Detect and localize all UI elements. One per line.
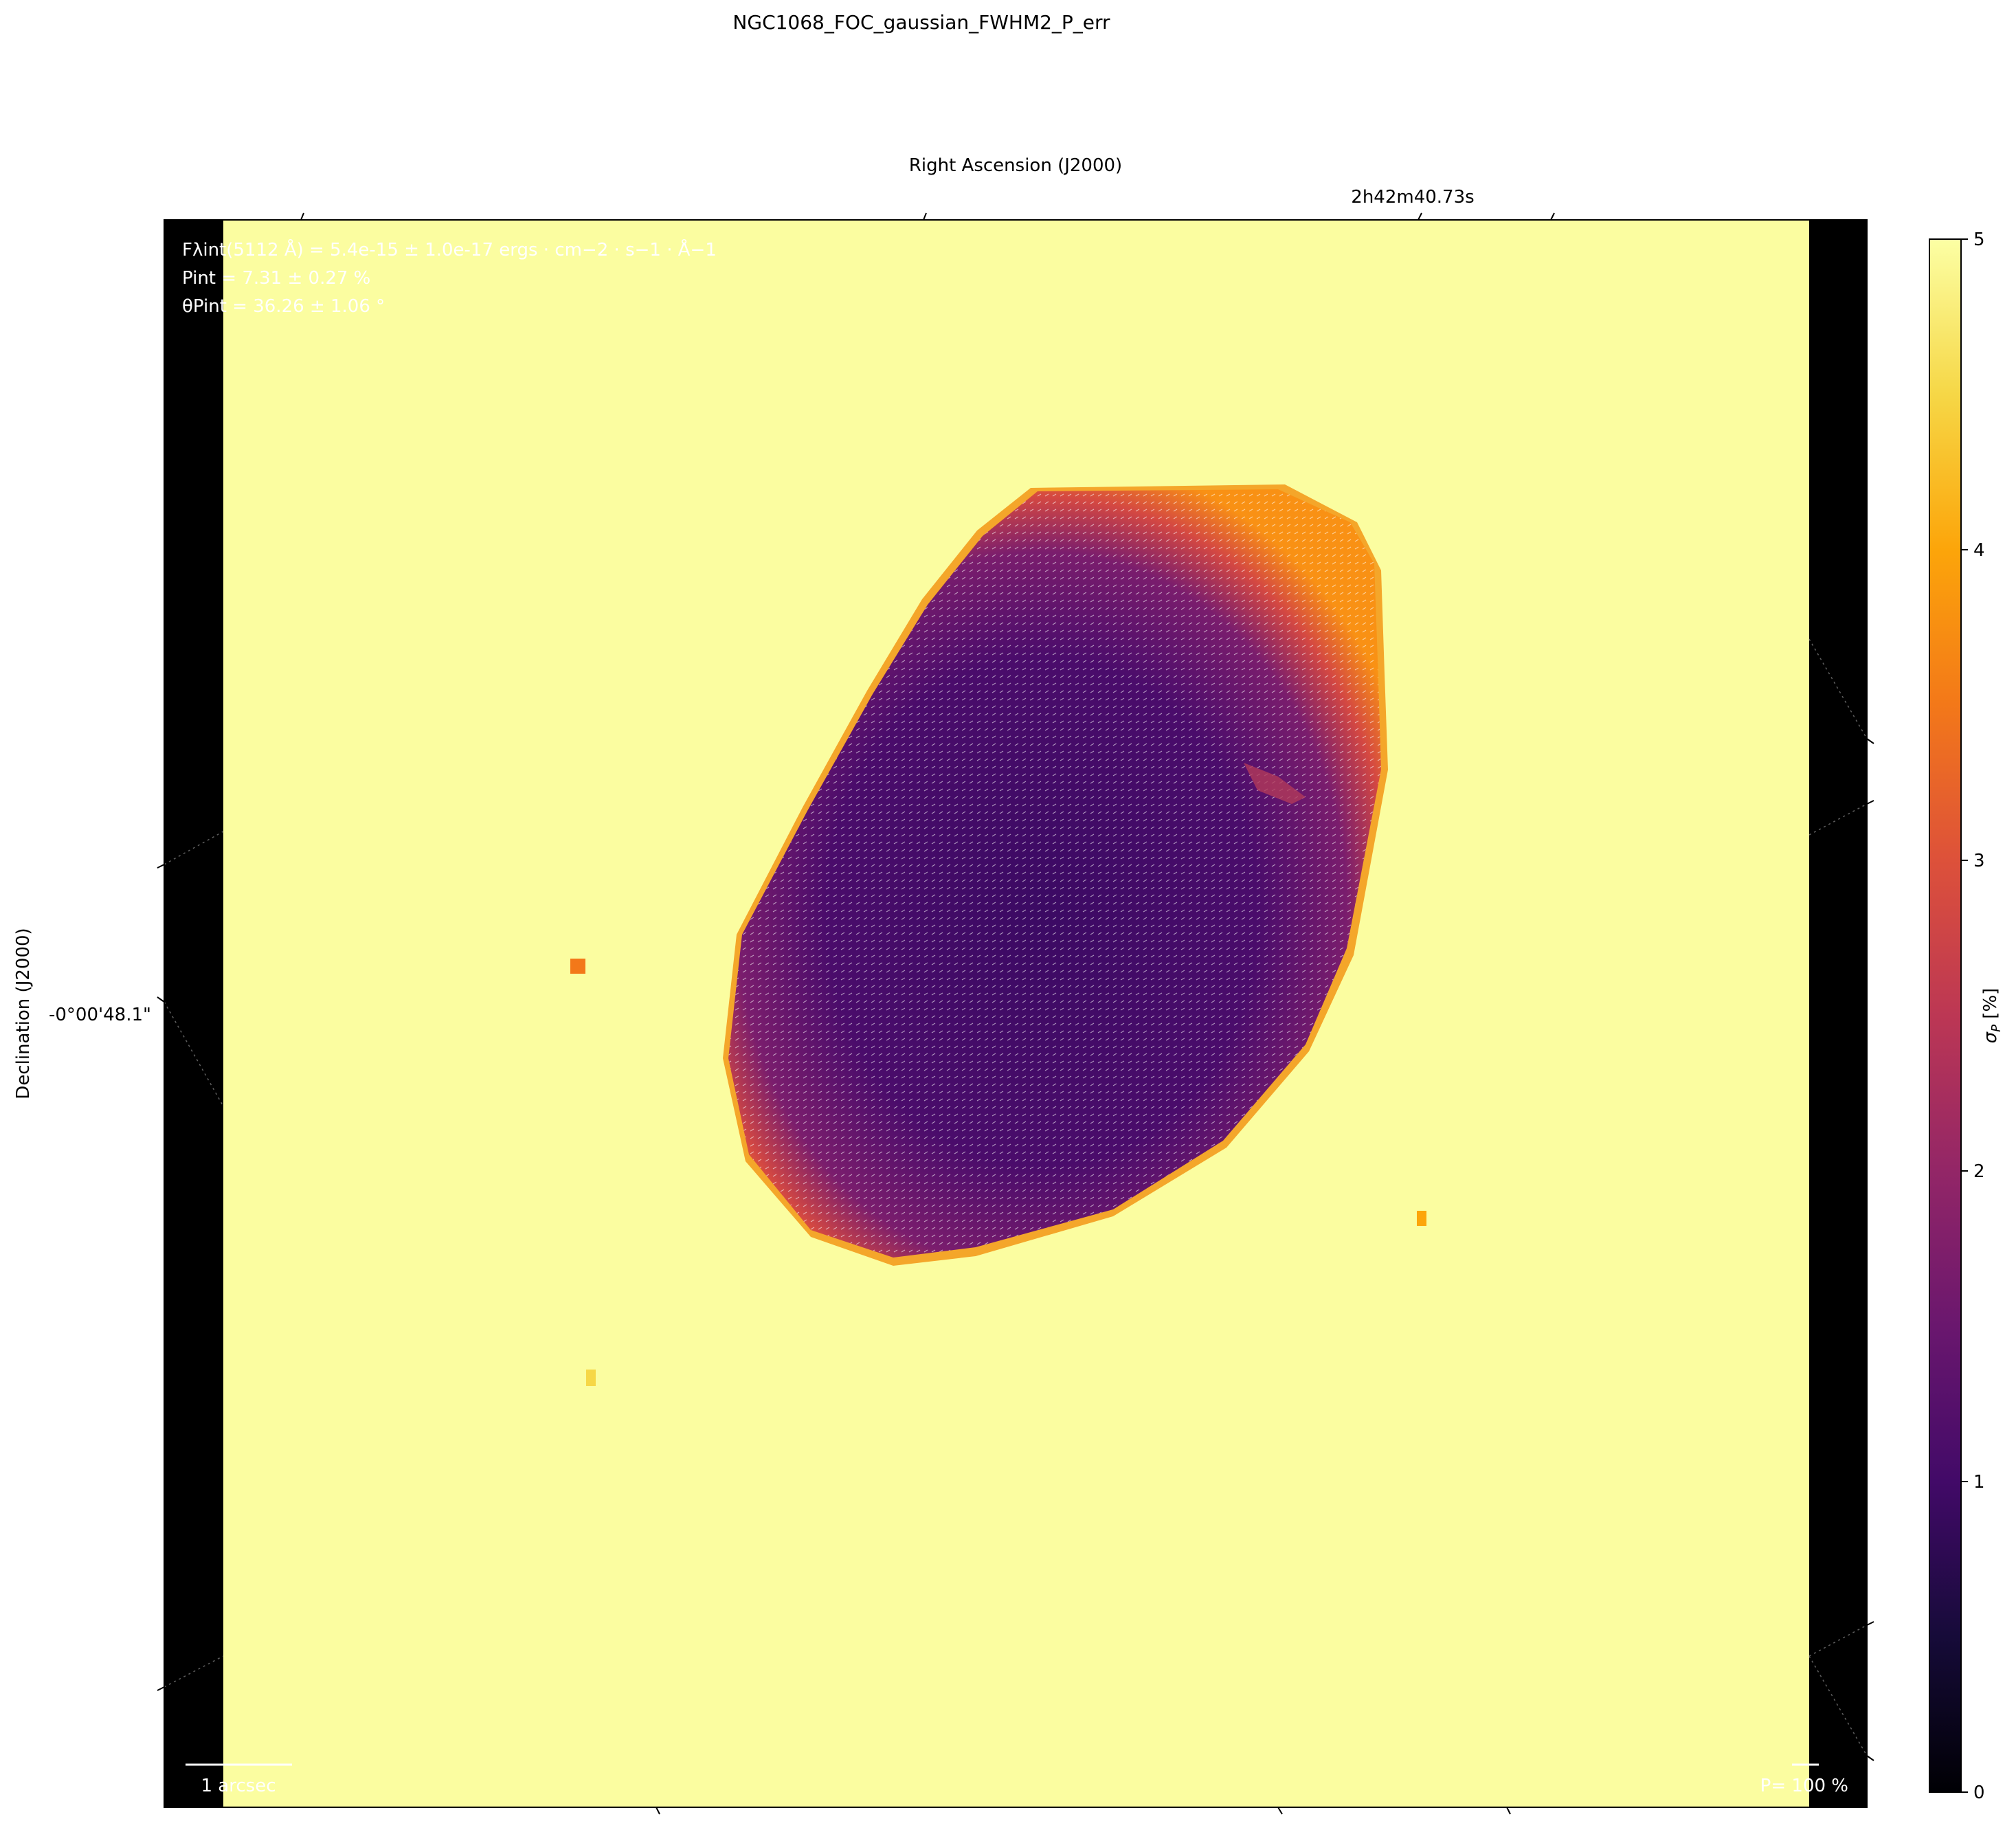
colorbar-tick-label-1: 1 (1973, 1472, 1985, 1493)
hot-pixel-1 (570, 959, 585, 974)
plot-frame (164, 219, 1868, 1808)
y-tick-label: -0°00'48.1" (49, 1005, 151, 1025)
right-border-band (1809, 220, 1867, 1807)
plot-area: Fλint(5112 Å) = 5.4e-15 ± 1.0e-17 ergs ·… (164, 220, 1867, 1807)
hot-pixel-2 (1417, 1211, 1426, 1226)
colorbar-label: σP [%] (1980, 988, 2004, 1044)
axis-ticks (157, 212, 1874, 1815)
colorbar-tick-label-4: 4 (1973, 540, 1985, 561)
colorbar-tick-label-2: 2 (1973, 1161, 1985, 1182)
annotation-polarization: Pint = 7.31 ± 0.27 % (182, 268, 370, 289)
colorbar-tick-label-5: 5 (1973, 230, 1985, 250)
chart-title: NGC1068_FOC_gaussian_FWHM2_P_err (732, 11, 1110, 34)
left-border-band (164, 220, 223, 1807)
colorbar-ticks: 0 1 2 3 4 5 (1961, 230, 1985, 1803)
annotation-flux: Fλint(5112 Å) = 5.4e-15 ± 1.0e-17 ergs ·… (182, 238, 717, 260)
heatmap-emission-region (723, 484, 1388, 1266)
colorbar-gradient (1929, 238, 1962, 1793)
y-axis-label: Declination (J2000) (13, 928, 34, 1099)
x-axis-label: Right Ascension (J2000) (909, 155, 1122, 176)
colorbar: 0 1 2 3 4 5 σP [%] (1929, 230, 2004, 1803)
colorbar-tick-label-0: 0 (1973, 1783, 1985, 1803)
vector-scale-label: P= 100 % (1760, 1776, 1848, 1796)
hot-pixel-3 (586, 1370, 596, 1386)
coordinate-grid (164, 638, 1867, 1756)
colorbar-tick-label-3: 3 (1973, 851, 1985, 871)
annotation-angle: θPint = 36.26 ± 1.06 ° (182, 296, 385, 317)
scale-bar-label: 1 arcsec (201, 1776, 276, 1796)
x-tick-label: 2h42m40.73s (1351, 187, 1474, 208)
